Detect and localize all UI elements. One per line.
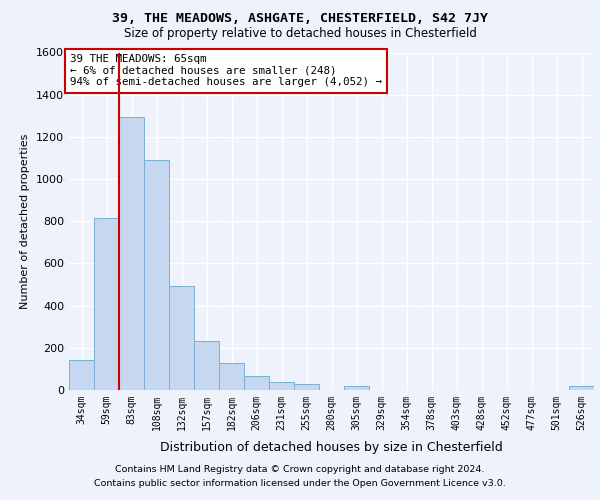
Text: 39, THE MEADOWS, ASHGATE, CHESTERFIELD, S42 7JY: 39, THE MEADOWS, ASHGATE, CHESTERFIELD, … [112,12,488,26]
Bar [244,376,269,390]
Text: Size of property relative to detached houses in Chesterfield: Size of property relative to detached ho… [124,28,476,40]
Bar [119,117,144,390]
Text: Contains HM Land Registry data © Crown copyright and database right 2024.
Contai: Contains HM Land Registry data © Crown c… [94,466,506,487]
Y-axis label: Number of detached properties: Number of detached properties [20,134,31,309]
Text: 39 THE MEADOWS: 65sqm
← 6% of detached houses are smaller (248)
94% of semi-deta: 39 THE MEADOWS: 65sqm ← 6% of detached h… [70,54,382,88]
Bar [219,362,244,390]
Bar [269,382,294,390]
Bar [144,160,169,390]
Bar [569,386,594,390]
Bar [69,360,94,390]
Bar [94,218,119,390]
Bar [169,286,194,390]
Bar [194,341,219,390]
X-axis label: Distribution of detached houses by size in Chesterfield: Distribution of detached houses by size … [160,441,503,454]
Bar [344,386,369,390]
Bar [294,384,319,390]
